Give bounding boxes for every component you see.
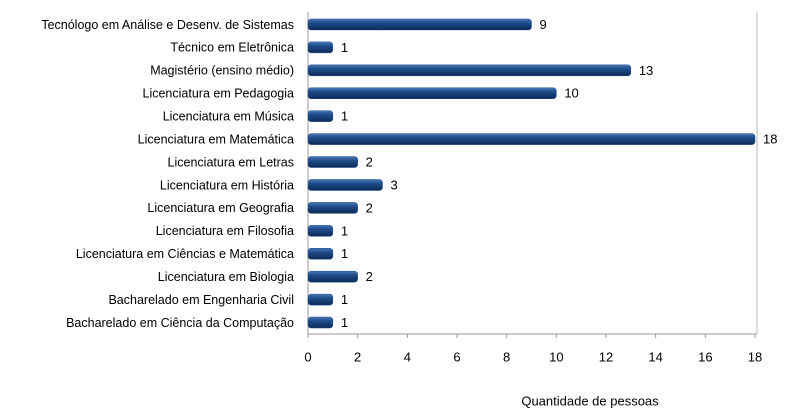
y-tick-label: Licenciatura em Filosofia — [156, 224, 294, 238]
y-tick-label: Tecnólogo em Análise e Desenv. de Sistem… — [41, 18, 294, 32]
x-tick-label: 12 — [599, 349, 613, 364]
data-label: 9 — [540, 17, 547, 32]
data-label: 1 — [341, 292, 348, 307]
data-label: 1 — [341, 223, 348, 238]
data-label: 1 — [341, 40, 348, 55]
data-label: 2 — [366, 200, 373, 215]
bar — [307, 316, 334, 329]
y-tick-label: Licenciatura em Biologia — [158, 270, 294, 284]
x-tick-label: 14 — [648, 349, 662, 364]
y-tick-label: Licenciatura em Música — [163, 109, 294, 123]
data-label: 2 — [366, 154, 373, 169]
y-tick-label: Licenciatura em Geografia — [147, 201, 294, 215]
bar — [307, 248, 334, 260]
y-tick-label: Licenciatura em História — [160, 178, 294, 192]
data-label: 1 — [341, 315, 348, 330]
bar — [307, 202, 358, 214]
data-label: 1 — [341, 109, 348, 124]
bar — [307, 41, 334, 54]
x-tick-label: 18 — [748, 349, 762, 364]
bar — [307, 156, 358, 168]
data-label: 18 — [763, 132, 777, 147]
bar — [307, 293, 334, 306]
y-tick-label: Licenciatura em Ciências e Matemática — [76, 247, 294, 261]
y-tick-label: Licenciatura em Matemática — [138, 132, 294, 146]
bar — [307, 133, 756, 145]
data-label: 3 — [391, 177, 398, 192]
y-tick-label: Magistério (ensino médio) — [150, 64, 294, 78]
y-tick-label: Licenciatura em Pedagogia — [143, 87, 295, 101]
y-tick-label: Técnico em Eletrônica — [170, 41, 294, 55]
bar — [307, 179, 383, 191]
data-label: 13 — [639, 63, 653, 78]
data-label: 2 — [366, 269, 373, 284]
data-label: 10 — [564, 86, 578, 101]
x-tick-label: 0 — [304, 349, 311, 364]
data-label: 1 — [341, 246, 348, 261]
bar — [307, 225, 334, 237]
bar — [307, 87, 557, 99]
y-tick-label: Bacharelado em Engenharia Civil — [108, 293, 294, 307]
x-tick-label: 4 — [404, 349, 411, 364]
x-tick-label: 16 — [698, 349, 712, 364]
x-axis-label: Quantidade de pessoas — [521, 393, 659, 408]
x-tick-label: 8 — [503, 349, 510, 364]
y-tick-label: Bacharelado em Ciência da Computação — [66, 316, 294, 330]
x-tick-label: 2 — [354, 349, 361, 364]
bar — [307, 110, 334, 122]
x-tick-label: 10 — [549, 349, 563, 364]
bar — [307, 270, 358, 283]
y-tick-label: Licenciatura em Letras — [168, 155, 294, 169]
bar — [307, 64, 632, 77]
x-tick-label: 6 — [453, 349, 460, 364]
bar — [307, 18, 532, 31]
